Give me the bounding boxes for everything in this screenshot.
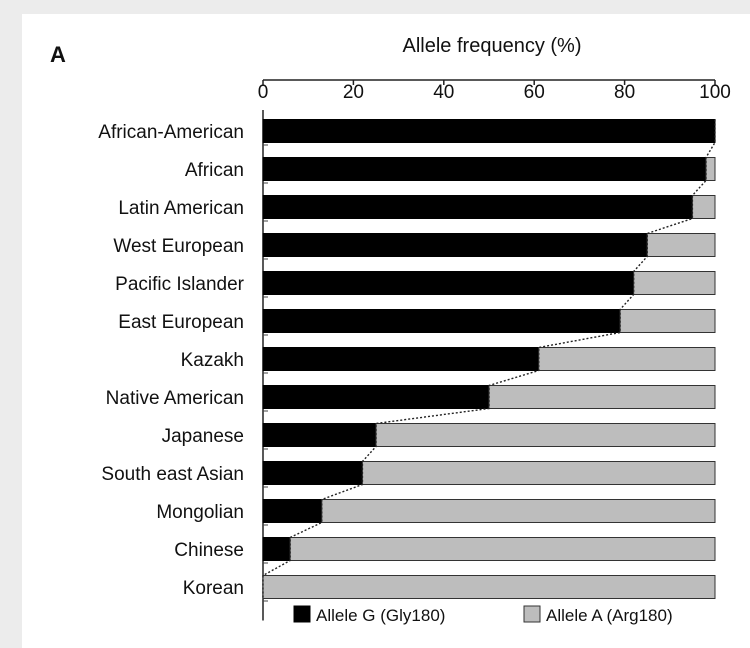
bar-segment-allele-a <box>321 499 716 523</box>
bar-segment-allele-a <box>633 271 716 295</box>
bar-segment-allele-g <box>262 233 648 257</box>
bar-segment-allele-g <box>262 461 363 485</box>
bars <box>262 119 716 599</box>
x-tick-label: 80 <box>614 82 635 103</box>
category-label: African <box>185 160 244 181</box>
category-label: Latin American <box>118 198 244 219</box>
bar-segment-allele-g <box>262 537 291 561</box>
legend-swatch-allele-g <box>293 605 311 623</box>
category-label: West European <box>113 236 244 257</box>
category-labels: African-American African Latin American Wes… <box>98 122 244 599</box>
bar-segment-allele-g <box>262 119 716 143</box>
legend-label-allele-a: Allele A (Arg180) <box>546 606 673 625</box>
bar-segment-allele-a <box>361 461 716 485</box>
bar-segment-allele-g <box>262 309 621 333</box>
bar-segment-allele-a <box>619 309 716 333</box>
x-tick-label: 0 <box>258 82 269 103</box>
bar-segment-allele-g <box>262 157 707 181</box>
category-label: Chinese <box>174 540 244 561</box>
bar-segment-allele-g <box>262 385 490 409</box>
legend-label-allele-g: Allele G (Gly180) <box>316 606 445 625</box>
x-tick-label: 60 <box>524 82 545 103</box>
bar-segment-allele-g <box>262 423 377 447</box>
x-tick-label: 40 <box>433 82 454 103</box>
bar-segment-allele-g <box>262 499 323 523</box>
stacked-bar-chart: A Allele frequency (%) 0 20 40 60 80 100 Afri… <box>50 35 731 625</box>
bar-segment-allele-g <box>262 195 693 219</box>
bar-segment-allele-a <box>488 385 716 409</box>
bar-segment-allele-a <box>375 423 716 447</box>
category-label: East European <box>118 312 244 333</box>
category-label: African-American <box>98 122 244 143</box>
x-tick-label: 20 <box>343 82 364 103</box>
category-label: Japanese <box>162 426 244 447</box>
bar-segment-allele-a <box>691 195 716 219</box>
legend: Allele G (Gly180) Allele A (Arg180) <box>293 605 673 625</box>
category-label: Korean <box>183 578 244 599</box>
bar-segment-allele-g <box>262 271 635 295</box>
bar-segment-allele-g <box>262 347 540 371</box>
legend-swatch-allele-a <box>523 605 541 623</box>
category-label: Pacific Islander <box>115 274 245 295</box>
category-label: Native American <box>106 388 244 409</box>
figure-panel: A Allele frequency (%) 0 20 40 60 80 100 Afri… <box>22 14 750 648</box>
category-label: South east Asian <box>101 464 244 485</box>
bar-segment-allele-a <box>646 233 716 257</box>
panel-label: A <box>50 42 66 67</box>
category-label: Mongolian <box>156 502 244 523</box>
x-tick-label: 100 <box>699 82 731 103</box>
bar-segment-allele-a <box>262 575 716 599</box>
bar-segment-allele-a <box>538 347 716 371</box>
category-label: Kazakh <box>181 350 244 371</box>
chart-title: Allele frequency (%) <box>403 35 582 57</box>
bar-segment-allele-a <box>289 537 716 561</box>
bar-segment-allele-a <box>705 157 716 181</box>
